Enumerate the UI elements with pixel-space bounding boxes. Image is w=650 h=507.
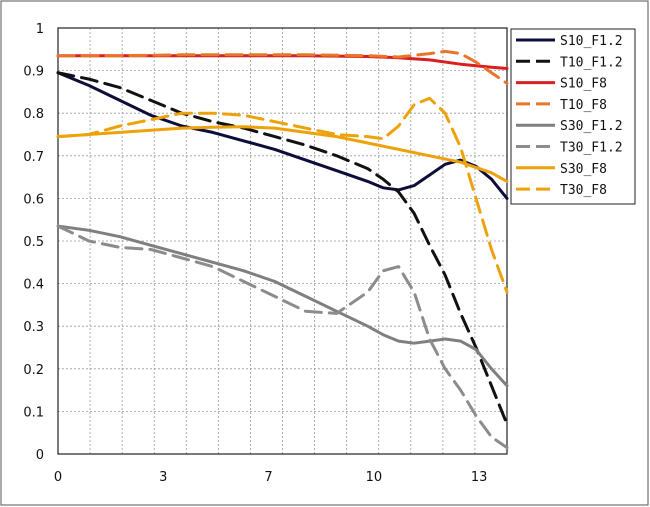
legend-label: T10_F8 — [560, 98, 607, 113]
legend-label: T10_F1.2 — [560, 55, 623, 70]
y-tick-label: 0.4 — [23, 278, 44, 293]
y-tick-label: 0 — [36, 448, 44, 463]
legend-label: S10_F1.2 — [560, 34, 623, 49]
series-line-t10-f8 — [56, 49, 509, 85]
y-tick-label: 0.5 — [23, 235, 44, 250]
plot-area-frame — [57, 27, 508, 455]
legend-label: S10_F8 — [560, 77, 607, 92]
series-line-t30-f8 — [56, 96, 509, 294]
legend-label: T30_F1.2 — [560, 141, 623, 156]
series-line-s30-f1-2 — [56, 224, 509, 388]
x-tick-label: 3 — [159, 470, 167, 485]
y-tick-label: 0.2 — [23, 363, 44, 378]
legend-label: S30_F8 — [560, 162, 607, 177]
y-tick-label: 0.9 — [23, 65, 44, 80]
legend-label: S30_F1.2 — [560, 119, 623, 134]
legend: S10_F1.2 T10_F1.2 S10_F8 T10_F8 S30_F1.2 T30_… — [510, 28, 636, 205]
y-tick-label: 0.3 — [23, 320, 44, 335]
x-tick-label: 13 — [471, 470, 488, 485]
y-axis-tick-labels: 0 0.1 0.2 0.3 0.4 0.5 0.6 0.7 0.8 0.9 1 — [23, 22, 44, 463]
legend-label: T30_F8 — [560, 183, 607, 198]
y-tick-label: 0.1 — [23, 405, 44, 420]
x-axis-tick-labels: 0 3 7 10 13 — [54, 470, 488, 485]
series-line-t10-f1-2 — [56, 71, 509, 426]
y-tick-label: 0.6 — [23, 192, 44, 207]
y-tick-label: 0.8 — [23, 107, 44, 122]
series-line-s30-f8 — [56, 125, 509, 183]
x-tick-label: 0 — [54, 470, 62, 485]
series-line-t30-f1-2 — [56, 224, 509, 450]
x-tick-label: 7 — [264, 470, 272, 485]
legend-box — [510, 28, 636, 205]
y-tick-label: 0.7 — [23, 150, 44, 165]
y-tick-label: 1 — [36, 22, 44, 37]
series-lines — [56, 49, 509, 450]
x-tick-label: 10 — [366, 470, 383, 485]
